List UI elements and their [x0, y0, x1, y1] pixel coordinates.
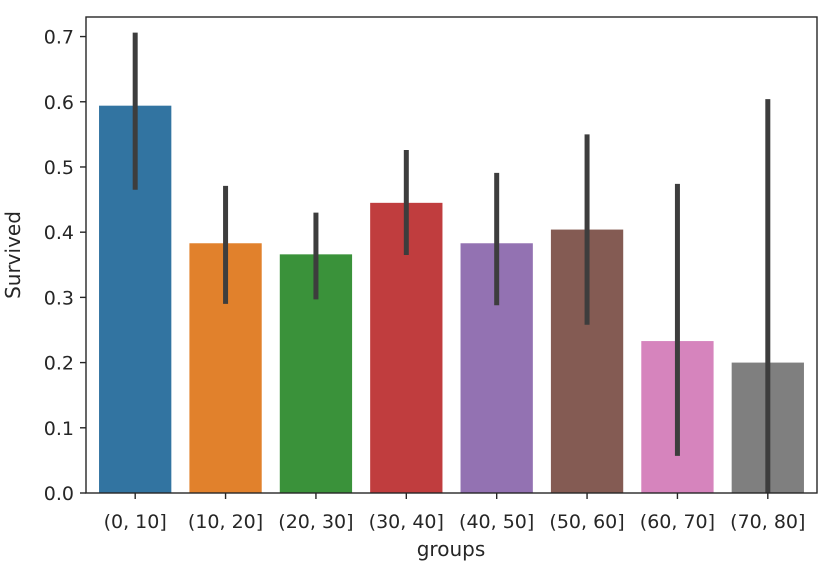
plot-frame [85, 16, 818, 494]
x-axis: (0, 10] (10, 20] (20, 30] (30, 40] (40, 50] (… [104, 493, 805, 533]
x-tick-label-1: (10, 20] [188, 511, 263, 533]
x-tick-label-5: (50, 60] [549, 511, 624, 533]
y-axis-label: Survived [1, 211, 25, 299]
y-tick-label-0: 0.0 [44, 483, 74, 505]
x-axis-label: groups [417, 537, 486, 561]
y-tick-label-7: 0.7 [44, 27, 74, 49]
y-tick-label-1: 0.1 [44, 418, 74, 440]
y-tick-label-5: 0.5 [44, 157, 74, 179]
x-tick-label-3: (30, 40] [369, 511, 444, 533]
x-tick-label-4: (40, 50] [459, 511, 534, 533]
y-tick-label-2: 0.2 [44, 353, 74, 375]
x-tick-label-7: (70, 80] [730, 511, 805, 533]
bars [99, 105, 804, 494]
error-bars [132, 32, 771, 493]
y-tick-label-3: 0.3 [44, 287, 74, 309]
x-tick-label-0: (0, 10] [104, 511, 167, 533]
y-axis: 0.0 0.1 0.2 0.3 0.4 0.5 0.6 0.7 [44, 27, 86, 505]
x-tick-label-2: (20, 30] [278, 511, 353, 533]
y-tick-label-6: 0.6 [44, 92, 74, 114]
y-tick-label-4: 0.4 [44, 222, 74, 244]
x-tick-label-6: (60, 70] [640, 511, 715, 533]
